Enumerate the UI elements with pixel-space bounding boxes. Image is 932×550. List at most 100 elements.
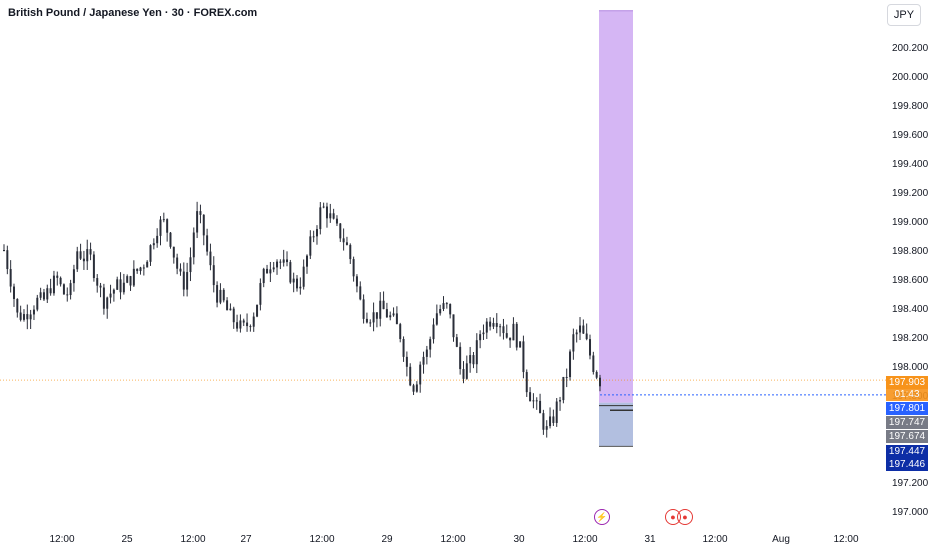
candle-body <box>49 288 52 294</box>
candle-body <box>59 277 62 285</box>
candle-body <box>329 213 332 219</box>
candle-body <box>522 341 525 373</box>
candle-body <box>229 308 232 311</box>
y-tick-label: 197.200 <box>892 478 929 489</box>
candle-body <box>422 356 425 365</box>
candle-body <box>216 285 219 303</box>
candle-body <box>152 243 155 246</box>
currency-button[interactable]: JPY <box>887 4 921 26</box>
candle-body <box>189 257 192 273</box>
price-tag-entry-blue: 197.801 <box>886 402 928 415</box>
candle-body <box>239 320 242 329</box>
candle-body <box>286 259 289 263</box>
candle-body <box>296 278 299 289</box>
price-tag-countdown: 01:43 <box>886 388 928 401</box>
candle-body <box>382 300 385 310</box>
candle-body <box>172 246 175 258</box>
candle-body <box>202 214 205 236</box>
candle-body <box>365 318 368 323</box>
loss-zone <box>599 402 633 447</box>
candle-body <box>525 372 528 393</box>
candle-body <box>256 304 259 317</box>
candle-body <box>149 245 152 262</box>
flag-icon-2[interactable]: ● <box>677 509 693 525</box>
candle-body <box>595 371 598 378</box>
candle-body <box>469 355 472 364</box>
candle-body <box>362 299 365 319</box>
candle-body <box>36 297 39 310</box>
candle-body <box>545 426 548 430</box>
x-tick-label: 25 <box>121 534 133 545</box>
candle-body <box>56 275 59 278</box>
y-tick-label: 198.800 <box>892 246 929 257</box>
candle-body <box>592 355 595 372</box>
candle-body <box>142 267 145 269</box>
candle-body <box>272 267 275 270</box>
candle-body <box>39 292 42 298</box>
candle-body <box>132 268 135 286</box>
profit-zone <box>599 10 633 403</box>
candle-body <box>582 325 585 334</box>
y-tick-label: 199.800 <box>892 101 929 112</box>
candle-body <box>435 313 438 325</box>
candle-body <box>452 314 455 338</box>
candle-body <box>176 257 179 269</box>
x-tick-label: 12:00 <box>309 534 334 545</box>
candle-body <box>79 251 82 259</box>
y-tick-label: 199.600 <box>892 130 929 141</box>
lightning-icon[interactable]: ⚡ <box>594 509 610 525</box>
candle-body <box>449 304 452 315</box>
candle-body <box>539 400 542 414</box>
candle-body <box>349 244 352 260</box>
candle-body <box>445 303 448 305</box>
y-tick-label: 198.000 <box>892 362 929 373</box>
candle-body <box>162 219 165 221</box>
candle-body <box>415 384 418 392</box>
candle-body <box>182 271 185 290</box>
candle-body <box>212 265 215 286</box>
chart-title: British Pound / Japanese Yen · 30 · FORE… <box>8 7 258 19</box>
candle-body <box>332 213 335 219</box>
candle-body <box>375 312 378 319</box>
x-tick-label: 12:00 <box>49 534 74 545</box>
candle-body <box>86 249 89 262</box>
candle-body <box>412 385 415 392</box>
candle-body <box>345 242 348 245</box>
candle-body <box>19 312 22 320</box>
candle-body <box>405 356 408 367</box>
candle-body <box>102 287 105 309</box>
candle-body <box>76 251 79 270</box>
candle-body <box>96 278 99 286</box>
candle-body <box>529 392 532 402</box>
x-tick-label: 12:00 <box>702 534 727 545</box>
candle-body <box>455 337 458 347</box>
x-tick-label: 30 <box>513 534 525 545</box>
candle-body <box>515 323 518 348</box>
price-tag-stop: 197.447 <box>886 445 928 458</box>
candle-body <box>22 314 25 320</box>
candle-body <box>589 339 592 356</box>
candle-body <box>499 326 502 328</box>
y-tick-label: 200.000 <box>892 72 929 83</box>
candle-body <box>505 333 508 338</box>
candle-body <box>236 322 239 329</box>
candle-body <box>322 206 325 208</box>
candle-body <box>122 282 125 293</box>
y-tick-label: 200.200 <box>892 43 929 54</box>
candle-body <box>106 297 109 309</box>
candle-body <box>359 286 362 300</box>
candle-body <box>222 289 225 301</box>
candle-body <box>572 334 575 352</box>
candle-body <box>459 346 462 370</box>
candle-body <box>379 300 382 319</box>
candle-body <box>12 286 15 299</box>
candle-body <box>136 268 139 272</box>
candle-body <box>52 275 55 294</box>
candle-body <box>399 324 402 340</box>
candle-body <box>402 339 405 357</box>
x-tick-label: 12:00 <box>572 534 597 545</box>
candle-body <box>89 249 92 255</box>
candle-body <box>439 309 442 314</box>
candle-body <box>552 416 555 423</box>
